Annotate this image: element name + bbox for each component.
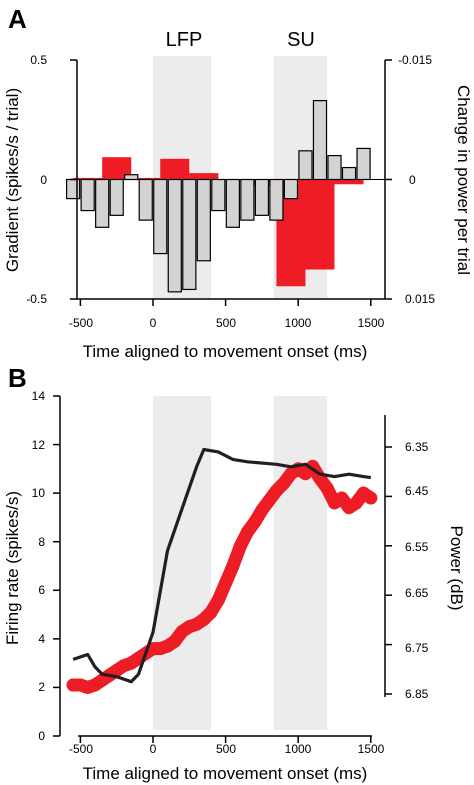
bar-red: [189, 173, 219, 180]
panel-a-xtick: -500: [69, 316, 93, 330]
bar-red: [131, 177, 161, 180]
panel-b-xtick: 1500: [358, 742, 385, 756]
firing-rate-point: [219, 576, 233, 590]
shaded-region: [153, 396, 212, 730]
panel-b-y2tick: 6.35: [405, 440, 429, 454]
panel-a-xtick: 1500: [358, 316, 385, 330]
panel-a-y2tick: 0.015: [405, 292, 435, 306]
bar-red: [73, 177, 103, 180]
bar-red: [102, 157, 132, 180]
panel-a-xtick: 0: [150, 316, 157, 330]
panel-b-y2tick: 6.55: [405, 540, 429, 554]
shaded-region: [273, 396, 328, 730]
panel-b-ytick: 10: [32, 486, 46, 500]
bar-grey: [254, 178, 270, 216]
bar-grey: [109, 178, 124, 216]
bar-grey: [95, 178, 110, 228]
panel-a: A LFP SU 0.5 0 -0.5 -0.015 0 0.015 -500 …: [3, 4, 473, 361]
panel-b-ylabel: Firing rate (spikes/s): [3, 491, 22, 645]
panel-b-xtick: 500: [216, 742, 236, 756]
panel-a-ylabel: Gradient (spikes/s / trial): [3, 88, 22, 272]
bar-grey: [124, 174, 139, 181]
panel-b-y2label: Power (dB): [447, 525, 466, 610]
firing-rate-point: [240, 525, 254, 539]
panel-a-ticks: [70, 59, 392, 306]
firing-rate-point: [364, 491, 378, 505]
panel-b-xtick: 1000: [285, 742, 312, 756]
bar-grey: [167, 178, 182, 293]
panel-a-ytick: -0.5: [26, 292, 47, 306]
panel-b-xtick: 0: [150, 742, 157, 756]
bar-grey: [341, 166, 357, 181]
panel-a-y2tick: 0: [409, 173, 416, 187]
region-label-su: SU: [287, 29, 315, 51]
panel-a-ytick: 0.5: [30, 53, 47, 67]
bar-grey: [298, 150, 313, 181]
firing-rate-point: [233, 540, 247, 554]
panel-a-bars: [66, 100, 371, 293]
firing-rate-point: [211, 593, 225, 607]
firing-rate-point: [262, 493, 276, 507]
panel-a-xtick: 1000: [285, 316, 312, 330]
firing-rate-point: [204, 605, 218, 619]
bar-grey: [283, 178, 299, 200]
bar-grey: [182, 178, 197, 291]
firing-rate-point: [168, 634, 182, 648]
panel-b-ytick: 14: [32, 389, 46, 403]
bar-grey: [196, 178, 211, 262]
bar-grey: [269, 178, 284, 221]
panel-a-xlabel: Time aligned to movement onset (ms): [83, 342, 368, 361]
panel-a-letter: A: [8, 4, 27, 34]
panel-b-ytick: 6: [38, 583, 45, 597]
bar-red: [160, 158, 190, 180]
power-line: [72, 447, 372, 684]
panel-b-y2tick: 6.85: [405, 687, 429, 701]
panel-b-y2tick: 6.65: [405, 586, 429, 600]
bar-grey: [225, 178, 240, 228]
panel-b-y2tick: 6.45: [405, 484, 429, 498]
panel-a-xtick: 500: [216, 316, 236, 330]
panel-b-ytick: 0: [38, 729, 45, 743]
bar-grey: [153, 178, 168, 255]
panel-b-xtick: -500: [69, 742, 93, 756]
bar-red: [334, 179, 364, 185]
panel-a-y2label: Change in power per trial: [454, 85, 473, 275]
firing-rate-point: [248, 515, 262, 529]
panel-b: B 0 2 4 6 8 10 12 14 6.35 6.45 6.55 6.65…: [3, 363, 466, 783]
bar-grey: [327, 155, 342, 181]
panel-b-ytick: 8: [38, 535, 45, 549]
panel-b-y2tick: 6.75: [405, 641, 429, 655]
bar-grey: [312, 100, 328, 181]
firing-rate-point: [255, 503, 269, 517]
panel-b-letter: B: [8, 363, 27, 393]
bar-grey: [211, 178, 226, 212]
panel-b-ytick: 4: [38, 632, 45, 646]
panel-a-y2tick: -0.015: [398, 53, 432, 67]
bar-grey: [80, 178, 95, 212]
firing-rate-point: [349, 496, 363, 510]
firing-rate-point: [277, 476, 291, 490]
panel-a-ytick: 0: [40, 173, 47, 187]
panel-b-ytick: 12: [32, 438, 46, 452]
firing-rate-point: [320, 481, 334, 495]
panel-b-ytick: 2: [38, 680, 45, 694]
firing-rate-point: [335, 491, 349, 505]
firing-rate-point: [226, 559, 240, 573]
bar-grey: [138, 178, 153, 221]
panel-b-xlabel: Time aligned to movement onset (ms): [83, 764, 368, 783]
bar-red: [305, 179, 335, 270]
region-label-lfp: LFP: [166, 29, 203, 51]
panel-b-ticks: [53, 395, 392, 743]
bar-grey: [240, 178, 255, 221]
bar-grey: [356, 147, 371, 181]
panel-b-lines: [66, 447, 378, 694]
